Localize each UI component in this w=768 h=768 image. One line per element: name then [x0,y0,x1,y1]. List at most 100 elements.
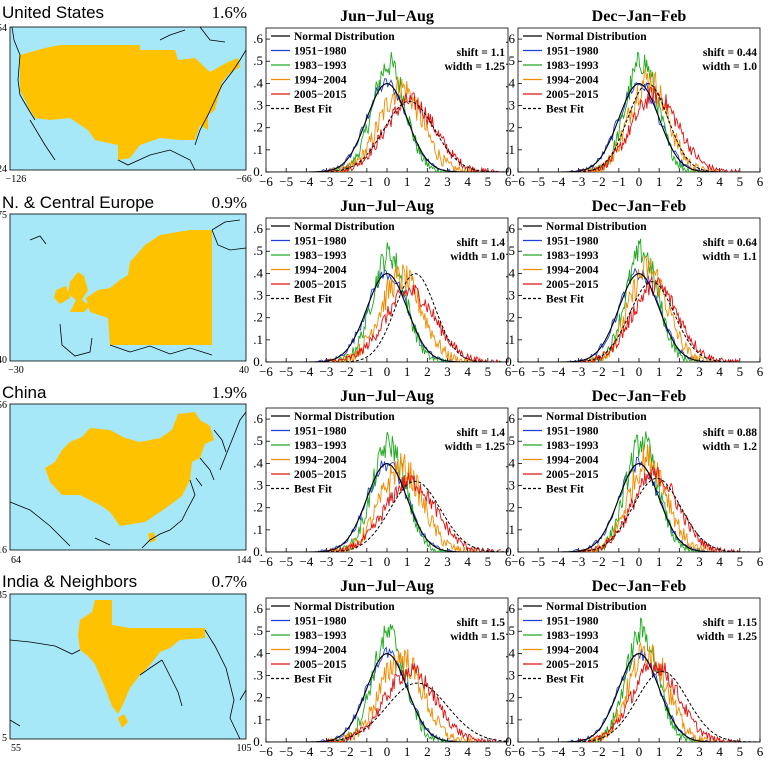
normal-distribution-line [266,273,508,362]
legend-label: 1983−1993 [546,630,599,642]
plot-area [518,431,760,552]
x-tick-label: 5 [737,364,744,379]
legend-label: 1994−2004 [294,265,347,277]
map-united-states: United States 1.6% 54 24 −126 −66 [0,3,252,185]
shift-label: shift = 0.64 [703,237,757,249]
x-tick-label: 3 [444,174,451,189]
normal-distribution-line [266,653,508,742]
x-tick-label: −5 [279,174,293,189]
y-tick-label: .3 [505,478,515,493]
series-line-1994-2004 [328,76,478,172]
y-tick-label: .5 [253,243,263,258]
legend-label: 1983−1993 [546,440,599,452]
series-line-2005-2015 [324,472,502,552]
plot-area [518,617,760,742]
x-tick-label: 5 [737,554,744,569]
x-tick-label: −2 [592,174,606,189]
legend-label: 2005−2015 [294,469,347,481]
x-tick-label: 1 [656,174,663,189]
series-line-1994-2004 [328,648,478,742]
normal-distribution-line [266,83,508,172]
y-tick-label: 0. [505,164,515,179]
x-tick-label: −3 [572,744,586,759]
legend-label: Normal Distribution [294,221,395,233]
legend-label: 1983−1993 [294,60,347,72]
x-tick-label: 4 [464,744,471,759]
x-tick-label: 6 [757,364,764,379]
x-tick-label: −2 [592,744,606,759]
width-label: width = 1.5 [450,631,505,643]
y-tick-label: .1 [505,712,515,727]
legend: Normal Distribution 1951−1980 1983−1993 199… [523,31,647,116]
legend-label: 1994−2004 [546,455,599,467]
legend-label: 1983−1993 [546,250,599,262]
x-tick-label: 0 [384,554,391,569]
x-tick-label: −6 [259,364,273,379]
x-tick-label: 4 [464,554,471,569]
y-tick-label: 0. [505,354,515,369]
best-fit-line [266,682,508,742]
x-tick-label: −5 [279,744,293,759]
legend-label: Best Fit [294,294,332,306]
x-tick-label: 5 [485,554,492,569]
x-tick-label: 5 [485,744,492,759]
chart-panel: Dec−Jan−Feb−6 −5 −4 −3 −2 −1 0 1 2 3 4 5 60..1.2.3.4… [505,198,764,379]
legend-label: 2005−2015 [546,469,599,481]
x-tick-label: −5 [531,744,545,759]
legend-label: 1983−1993 [294,440,347,452]
map-region-shape [86,230,212,345]
x-tick-label: −6 [259,174,273,189]
legend-label: 1951−1980 [294,426,347,438]
series-line-2005-2015 [324,284,502,362]
x-tick-label: −1 [360,364,374,379]
legend-label: 2005−2015 [294,279,347,291]
x-tick-label: −3 [320,744,334,759]
x-tick-label: −4 [551,554,565,569]
x-tick-label: −2 [592,554,606,569]
x-tick-label: 0 [384,364,391,379]
legend-label: 1951−1980 [546,46,599,58]
region-percent: 0.9% [212,193,247,212]
chart-panel: Jun−Jul−Aug−6 −5 −4 −3 −2 −1 0 1 2 3 4 5 60..1.2.3.4… [253,388,512,569]
shift-label: shift = 1.4 [457,237,506,249]
legend-label: 1951−1980 [294,46,347,58]
x-tick-label: −6 [259,744,273,759]
y-tick-label: 0. [253,734,263,749]
series-line-1994-2004 [582,641,718,742]
y-tick-label: .2 [253,690,263,705]
plot-area [266,242,508,362]
x-tick-label: 3 [444,364,451,379]
lon-max-label: −66 [236,174,252,185]
x-tick-label: 1 [404,554,411,569]
width-label: width = 1.0 [702,61,757,73]
x-tick-label: −3 [572,364,586,379]
x-tick-label: 6 [505,364,512,379]
y-tick-label: .2 [505,500,515,515]
x-tick-label: 3 [696,744,703,759]
lon-min-label: −30 [8,365,24,376]
y-tick-label: .2 [253,120,263,135]
y-tick-label: .4 [505,645,515,660]
plot-area [518,51,760,172]
y-tick-label: .5 [505,433,515,448]
legend-label: 1994−2004 [546,645,599,657]
y-tick-label: 0. [253,164,263,179]
x-tick-label: −4 [551,364,565,379]
y-tick-label: .6 [253,601,263,616]
y-tick-label: 0. [253,544,263,559]
x-tick-label: −3 [572,554,586,569]
region-percent: 1.9% [212,383,247,402]
x-tick-label: 1 [656,744,663,759]
x-tick-label: −2 [340,554,354,569]
normal-distribution-line [518,273,760,362]
legend-label: 1983−1993 [294,630,347,642]
x-tick-label: 4 [716,744,723,759]
legend: Normal Distribution 1951−1980 1983−1993 199… [523,601,647,686]
best-fit-line [266,480,508,552]
x-tick-label: −1 [612,554,626,569]
x-tick-label: −1 [360,744,374,759]
x-tick-label: 1 [656,364,663,379]
chart-panel: Dec−Jan−Feb−6 −5 −4 −3 −2 −1 0 1 2 3 4 5 60..1.2.3.4… [505,388,764,569]
x-tick-label: 0 [384,174,391,189]
shift-label: shift = 0.44 [703,47,757,59]
